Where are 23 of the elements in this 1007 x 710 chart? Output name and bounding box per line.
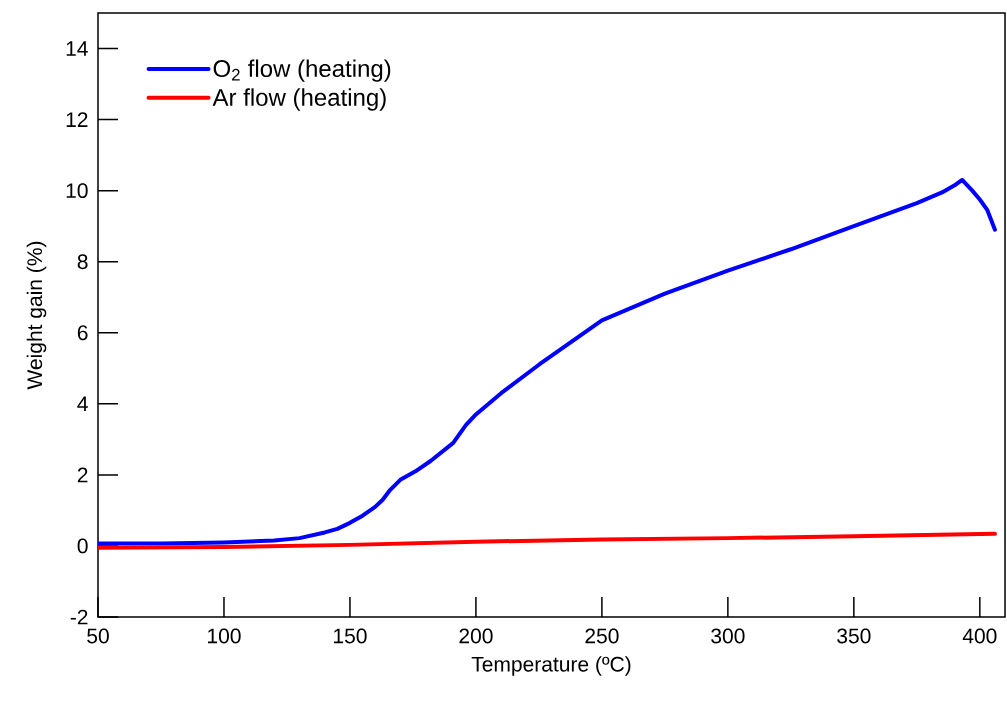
x-tick-label: 200 [459,628,493,644]
y-tick-label: 12 [66,112,88,127]
x-tick-label: 350 [837,628,871,644]
line-series [98,177,997,546]
y-axis-title: Weight gain (%) [26,241,47,390]
legend-label: O$_{2}$ flow (heating) [213,59,391,82]
x-tick-label: 400 [962,628,997,644]
y-tick-label: 0 [77,538,88,554]
line-series [98,531,997,550]
legend-label: Ar flow (heating) [212,88,386,111]
y-tick-label: -2 [70,609,88,625]
y-tick-label: 8 [77,254,88,270]
x-tick-label: 300 [711,628,745,644]
x-tick-label: 250 [585,628,619,644]
y-tick-label: 10 [66,183,88,199]
x-axis-title: Temperature (ºC) [471,656,631,676]
y-tick-label: 2 [77,467,88,483]
y-tick-label: 14 [66,41,88,56]
x-tick-label: 100 [208,628,241,644]
y-tick-label: 4 [77,396,88,412]
x-tick-label: 50 [87,628,109,644]
y-tick-label: 6 [77,325,88,341]
x-tick-label: 150 [334,628,367,644]
